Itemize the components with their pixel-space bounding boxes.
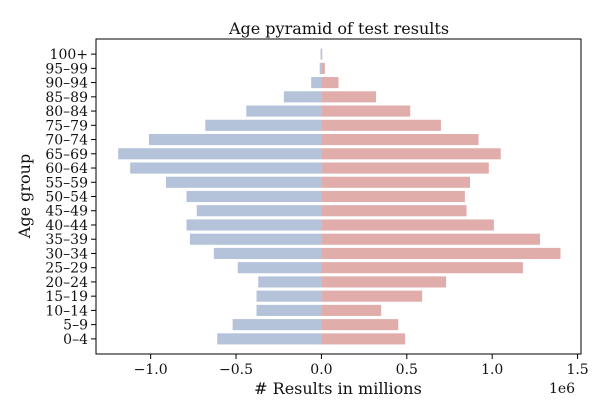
right-bar-10–14 (321, 304, 382, 316)
right-bar-35–39 (321, 233, 541, 245)
y-axis: 0–45–910–1415–1920–2425–2930–3435–3940–4… (45, 47, 96, 348)
left-bar-55–59 (166, 176, 322, 188)
y-tick-label: 70–74 (45, 133, 88, 149)
right-bar-45–49 (321, 205, 467, 217)
left-bar-5–9 (232, 319, 322, 331)
right-bar-70–74 (321, 133, 479, 146)
y-tick-label: 0–4 (63, 332, 88, 348)
y-tick-label: 80–84 (45, 104, 88, 120)
left-bar-65–69 (118, 148, 322, 160)
left-bar-70–74 (148, 133, 322, 146)
x-tick-label: −0.5 (219, 362, 253, 378)
y-tick-label: 60–64 (45, 161, 88, 177)
left-bar-100+ (320, 48, 322, 60)
y-tick-label: 10–14 (45, 303, 88, 319)
left-bar-25–29 (237, 262, 322, 274)
left-bar-75–79 (205, 119, 322, 131)
right-bar-60–64 (321, 162, 489, 174)
left-bar-10–14 (256, 304, 322, 316)
right-bar-5–9 (321, 319, 399, 331)
y-tick-label: 40–44 (45, 218, 88, 234)
chart-title: Age pyramid of test results (228, 19, 449, 38)
x-axis-offset-label: 1e6 (549, 381, 575, 397)
y-tick-label: 100+ (50, 47, 88, 63)
y-tick-label: 15–19 (45, 289, 88, 305)
right-bar-40–44 (321, 219, 494, 231)
left-bar-90–94 (311, 77, 322, 89)
x-tick-label: 0.0 (310, 362, 332, 378)
y-tick-label: 90–94 (45, 76, 88, 92)
right-bar-50–54 (321, 190, 465, 203)
y-tick-label: 35–39 (45, 232, 88, 248)
x-tick-label: 1.5 (566, 362, 588, 378)
left-bar-40–44 (186, 219, 322, 231)
left-bar-50–54 (186, 190, 322, 203)
y-tick-label: 45–49 (45, 204, 88, 220)
right-bar-30–34 (321, 247, 561, 260)
x-axis-label: # Results in millions (254, 379, 422, 398)
left-bar-45–49 (196, 205, 322, 217)
left-bar-20–24 (258, 276, 322, 288)
left-bar-95–99 (319, 62, 322, 74)
right-bar-0–4 (321, 333, 406, 345)
right-bar-55–59 (321, 176, 470, 188)
y-axis-label: Age group (15, 154, 34, 239)
x-tick-label: −1.0 (134, 362, 168, 378)
left-bar-15–19 (256, 290, 322, 302)
left-bar-80–84 (246, 105, 322, 117)
y-tick-label: 65–69 (45, 147, 88, 163)
left-bar-35–39 (189, 233, 322, 245)
y-tick-label: 95–99 (45, 61, 88, 77)
right-bar-90–94 (321, 77, 339, 89)
y-tick-label: 25–29 (45, 261, 88, 277)
y-tick-label: 5–9 (63, 318, 88, 334)
left-bar-85–89 (283, 91, 322, 103)
y-tick-label: 30–34 (45, 246, 88, 262)
x-axis: −1.0 −0.5 0.0 0.5 1.0 1.5 (134, 354, 589, 378)
right-bar-20–24 (321, 276, 447, 288)
right-bar-25–29 (321, 262, 523, 274)
y-tick-label: 75–79 (45, 118, 88, 134)
left-bar-30–34 (213, 247, 322, 260)
y-tick-label: 55–59 (45, 175, 88, 191)
right-bar-15–19 (321, 290, 423, 302)
x-tick-label: 1.0 (481, 362, 503, 378)
right-bar-95–99 (321, 62, 325, 74)
right-bar-80–84 (321, 105, 411, 117)
bars-layer (118, 48, 561, 345)
left-bar-0–4 (217, 333, 322, 345)
right-bar-75–79 (321, 119, 441, 131)
right-bar-65–69 (321, 148, 501, 160)
y-tick-label: 85–89 (45, 90, 88, 106)
y-tick-label: 50–54 (45, 190, 88, 206)
left-bar-60–64 (130, 162, 322, 174)
x-tick-label: 0.5 (396, 362, 418, 378)
right-bar-85–89 (321, 91, 377, 103)
right-bar-100+ (321, 48, 323, 60)
y-tick-label: 20–24 (45, 275, 88, 291)
